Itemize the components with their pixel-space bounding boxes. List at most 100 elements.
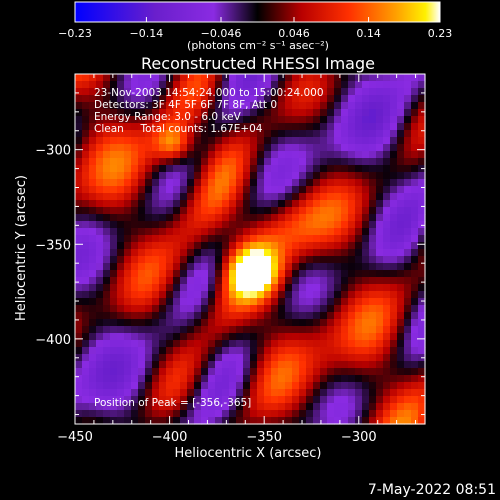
- heatmap-cell: [369, 263, 377, 271]
- heatmap-cell: [292, 116, 300, 124]
- heatmap-cell: [159, 263, 167, 271]
- heatmap-cell: [341, 81, 349, 89]
- heatmap-cell: [348, 403, 356, 411]
- colorbar-units-label: (photons cm⁻² s⁻¹ asec⁻²): [187, 39, 329, 52]
- heatmap-cell: [222, 186, 230, 194]
- heatmap-cell: [103, 116, 111, 124]
- heatmap-cell: [152, 389, 160, 397]
- heatmap-cell: [208, 389, 216, 397]
- heatmap-cell: [264, 333, 272, 341]
- heatmap-cell: [418, 305, 426, 313]
- heatmap-cell: [222, 340, 230, 348]
- heatmap-cell: [103, 144, 111, 152]
- heatmap-cell: [397, 249, 405, 257]
- heatmap-cell: [145, 179, 153, 187]
- heatmap-cell: [348, 312, 356, 320]
- heatmap-cell: [383, 410, 391, 418]
- annotation-energy-range: Energy Range: 3.0 - 6.0 keV: [94, 111, 242, 123]
- heatmap-cell: [264, 123, 272, 131]
- heatmap-cell: [131, 410, 139, 418]
- heatmap-cell: [383, 263, 391, 271]
- heatmap-cell: [292, 277, 300, 285]
- heatmap-cell: [257, 151, 265, 159]
- heatmap-cell: [250, 81, 258, 89]
- heatmap-cell: [166, 242, 174, 250]
- heatmap-cell: [376, 298, 384, 306]
- heatmap-cell: [383, 130, 391, 138]
- heatmap-cell: [110, 144, 118, 152]
- heatmap-cell: [320, 214, 328, 222]
- heatmap-cell: [117, 228, 125, 236]
- heatmap-cell: [292, 144, 300, 152]
- heatmap-cell: [201, 333, 209, 341]
- heatmap-cell: [369, 368, 377, 376]
- heatmap-cell: [138, 361, 146, 369]
- heatmap-cell: [89, 88, 97, 96]
- heatmap-cell: [124, 256, 132, 264]
- heatmap-cell: [243, 207, 251, 215]
- heatmap-cell: [348, 95, 356, 103]
- heatmap-cell: [390, 116, 398, 124]
- heatmap-cell: [159, 249, 167, 257]
- heatmap-cell: [404, 214, 412, 222]
- heatmap-cell: [187, 291, 195, 299]
- heatmap-cell: [264, 347, 272, 355]
- heatmap-cell: [376, 193, 384, 201]
- heatmap-cell: [138, 417, 146, 425]
- heatmap-cell: [257, 375, 265, 383]
- heatmap-cell: [103, 207, 111, 215]
- heatmap-cell: [320, 186, 328, 194]
- heatmap-cell: [418, 291, 426, 299]
- heatmap-cell: [159, 158, 167, 166]
- heatmap-cell: [131, 144, 139, 152]
- heatmap-cell: [397, 326, 405, 334]
- heatmap-cell: [124, 312, 132, 320]
- y-tick-label: −400: [35, 333, 71, 348]
- heatmap-cell: [96, 137, 104, 145]
- heatmap-cell: [376, 291, 384, 299]
- heatmap-cell: [383, 368, 391, 376]
- heatmap-cell: [390, 396, 398, 404]
- heatmap-cell: [306, 207, 314, 215]
- heatmap-cell: [348, 228, 356, 236]
- heatmap-cell: [96, 326, 104, 334]
- heatmap-cell: [278, 403, 286, 411]
- heatmap-cell: [362, 95, 370, 103]
- heatmap-cell: [341, 326, 349, 334]
- heatmap-cell: [166, 109, 174, 117]
- heatmap-cell: [124, 333, 132, 341]
- heatmap-cell: [264, 74, 272, 82]
- heatmap-cell: [341, 179, 349, 187]
- heatmap-cell: [138, 347, 146, 355]
- heatmap-cell: [152, 256, 160, 264]
- heatmap-cell: [320, 165, 328, 173]
- heatmap-cell: [201, 270, 209, 278]
- heatmap-cell: [75, 403, 83, 411]
- heatmap-cell: [397, 256, 405, 264]
- heatmap-cell: [201, 221, 209, 229]
- heatmap-cell: [152, 249, 160, 257]
- heatmap-cell: [124, 396, 132, 404]
- heatmap-cell: [404, 319, 412, 327]
- heatmap-cell: [271, 165, 279, 173]
- heatmap-cell: [89, 221, 97, 229]
- heatmap-cell: [362, 221, 370, 229]
- heatmap-cell: [250, 151, 258, 159]
- heatmap-cell: [152, 235, 160, 243]
- heatmap-cell: [306, 193, 314, 201]
- heatmap-cell: [194, 410, 202, 418]
- heatmap-cell: [159, 214, 167, 222]
- heatmap-cell: [152, 74, 160, 82]
- heatmap-cell: [222, 214, 230, 222]
- heatmap-cell: [383, 172, 391, 180]
- heatmap-cell: [313, 256, 321, 264]
- heatmap-cell: [236, 137, 244, 145]
- heatmap-cell: [208, 354, 216, 362]
- heatmap-cell: [411, 172, 419, 180]
- heatmap-cell: [369, 214, 377, 222]
- heatmap-cell: [390, 417, 398, 425]
- heatmap-cell: [243, 403, 251, 411]
- heatmap-cell: [341, 214, 349, 222]
- heatmap-cell: [390, 347, 398, 355]
- heatmap-cell: [243, 340, 251, 348]
